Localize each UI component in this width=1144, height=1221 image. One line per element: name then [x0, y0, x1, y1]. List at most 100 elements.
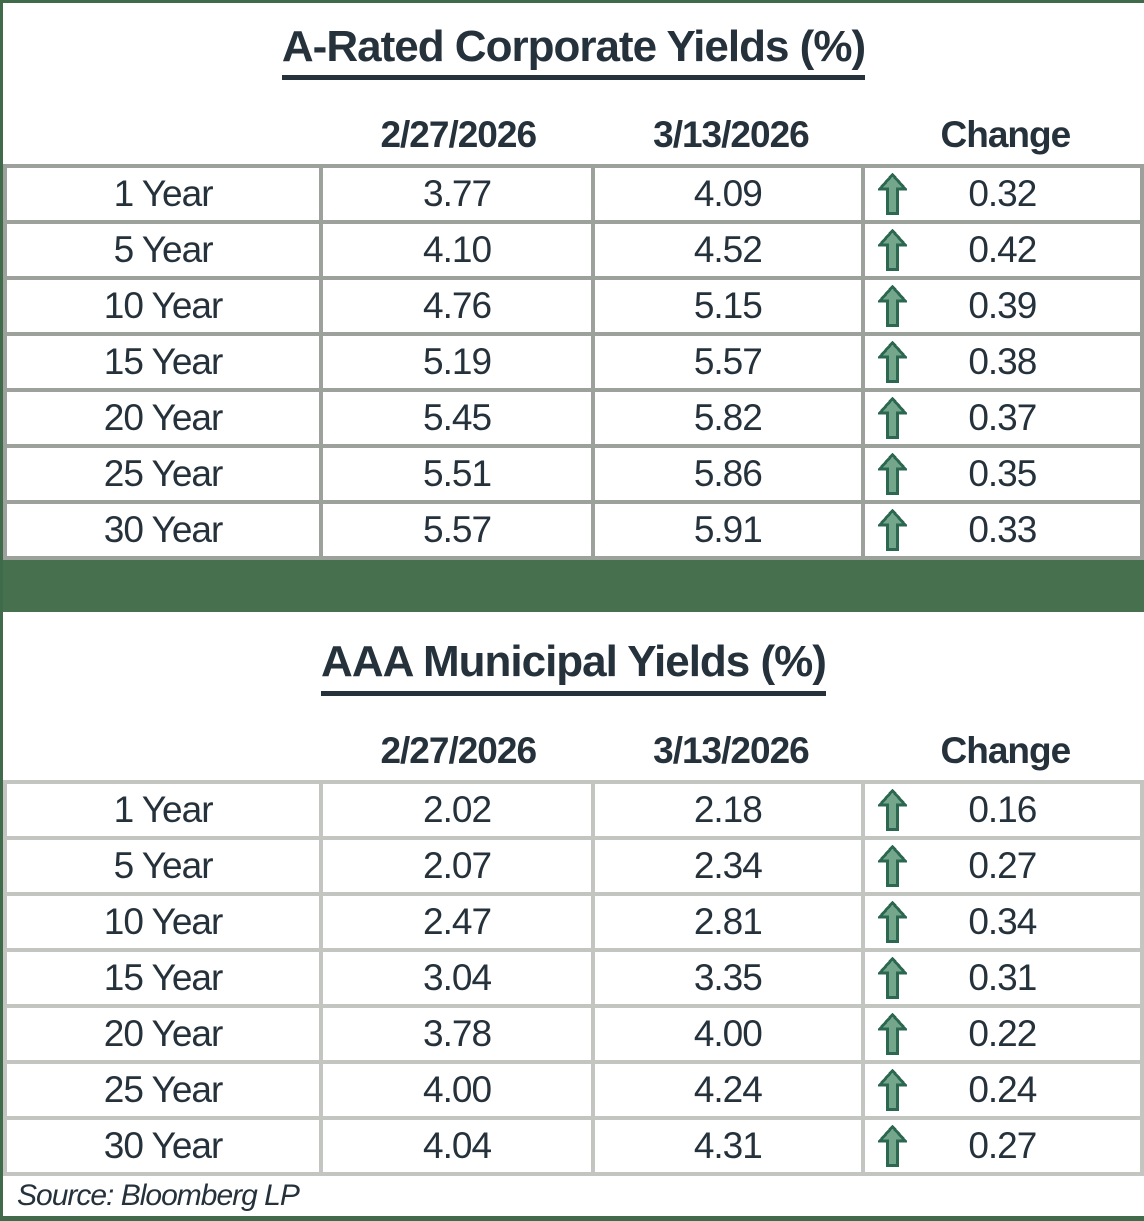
curr-yield-value: 3.35 [595, 951, 865, 1004]
change-cell: 0.27 [864, 839, 1140, 892]
up-arrow-icon [877, 173, 907, 216]
table-row: 25 Year 4.00 4.24 0.24 [7, 1059, 1140, 1116]
prev-yield-value: 4.76 [323, 280, 595, 333]
up-arrow-icon [877, 788, 907, 831]
column-header-change: Change [940, 114, 1072, 156]
change-value: 0.16 [968, 788, 1037, 830]
table-row: 30 Year 4.04 4.31 0.27 [7, 1115, 1140, 1172]
prev-yield-value: 5.19 [323, 336, 595, 389]
change-cell: 0.32 [864, 168, 1140, 221]
change-value: 0.32 [968, 173, 1037, 215]
municipal-yields-title: AAA Municipal Yields (%) [321, 638, 827, 696]
maturity-label: 25 Year [7, 1063, 324, 1116]
change-value: 0.22 [968, 1012, 1037, 1054]
table-row: 20 Year 3.78 4.00 0.22 [7, 1003, 1140, 1060]
table-row: 5 Year 2.07 2.34 0.27 [7, 835, 1140, 892]
column-header-spacer [3, 114, 321, 156]
change-cell: 0.16 [864, 783, 1140, 836]
prev-yield-value: 2.47 [323, 895, 595, 948]
prev-yield-value: 3.04 [323, 951, 595, 1004]
column-header-prev-date: 2/27/2026 [380, 729, 537, 771]
prev-yield-value: 2.02 [323, 783, 595, 836]
separator-bar [3, 560, 1144, 613]
prev-yield-value: 3.77 [323, 168, 595, 221]
change-value: 0.37 [968, 397, 1037, 439]
maturity-label: 15 Year [7, 951, 324, 1004]
up-arrow-icon [877, 956, 907, 999]
prev-yield-value: 4.10 [323, 224, 595, 277]
corporate-yields-table: 1 Year 3.77 4.09 0.32 5 Year 4.10 4.52 0.42 10 Y… [3, 164, 1144, 561]
table-row: 20 Year 5.45 5.82 0.37 [7, 388, 1140, 445]
change-value: 0.38 [968, 341, 1037, 383]
column-header-curr-date: 3/13/2026 [653, 729, 810, 771]
table-row: 5 Year 4.10 4.52 0.42 [7, 220, 1140, 277]
table-row: 15 Year 5.19 5.57 0.38 [7, 332, 1140, 389]
change-value: 0.34 [968, 900, 1037, 942]
curr-yield-value: 5.82 [595, 392, 865, 445]
prev-yield-value: 5.57 [323, 504, 595, 557]
corporate-yields-header: A-Rated Corporate Yields (%) 2/27/2026 3… [3, 3, 1144, 164]
curr-yield-value: 4.31 [595, 1119, 865, 1172]
change-value: 0.27 [968, 1124, 1037, 1166]
maturity-label: 5 Year [7, 224, 324, 277]
up-arrow-icon [877, 844, 907, 887]
change-cell: 0.38 [864, 336, 1140, 389]
change-cell: 0.31 [864, 951, 1140, 1004]
change-cell: 0.34 [864, 895, 1140, 948]
curr-yield-value: 4.00 [595, 1007, 865, 1060]
curr-yield-value: 2.81 [595, 895, 865, 948]
maturity-label: 20 Year [7, 392, 324, 445]
maturity-label: 30 Year [7, 1119, 324, 1172]
table-row: 30 Year 5.57 5.91 0.33 [7, 500, 1140, 557]
curr-yield-value: 2.34 [595, 839, 865, 892]
maturity-label: 25 Year [7, 448, 324, 501]
up-arrow-icon [877, 453, 907, 496]
curr-yield-value: 2.18 [595, 783, 865, 836]
up-arrow-icon [877, 1012, 907, 1055]
change-cell: 0.39 [864, 280, 1140, 333]
maturity-label: 1 Year [7, 783, 324, 836]
maturity-label: 20 Year [7, 1007, 324, 1060]
maturity-label: 10 Year [7, 280, 324, 333]
table-row: 10 Year 4.76 5.15 0.39 [7, 276, 1140, 333]
curr-yield-value: 4.24 [595, 1063, 865, 1116]
change-value: 0.42 [968, 229, 1037, 271]
source-row: Source: Bloomberg LP [3, 1176, 1144, 1216]
curr-yield-value: 5.57 [595, 336, 865, 389]
up-arrow-icon [877, 397, 907, 440]
change-value: 0.31 [968, 956, 1037, 998]
up-arrow-icon [877, 341, 907, 384]
prev-yield-value: 5.51 [323, 448, 595, 501]
curr-yield-value: 5.91 [595, 504, 865, 557]
change-value: 0.35 [968, 453, 1037, 495]
maturity-label: 5 Year [7, 839, 324, 892]
corporate-yields-title: A-Rated Corporate Yields (%) [281, 22, 866, 81]
table-row: 15 Year 3.04 3.35 0.31 [7, 947, 1140, 1004]
change-cell: 0.35 [864, 448, 1140, 501]
source-text: Source: Bloomberg LP [17, 1178, 300, 1212]
change-value: 0.24 [968, 1068, 1037, 1110]
corporate-column-header-row: 2/27/2026 3/13/2026 Change [3, 114, 1144, 156]
maturity-label: 30 Year [7, 504, 324, 557]
change-cell: 0.27 [864, 1119, 1140, 1172]
change-value: 0.33 [968, 509, 1037, 551]
change-value: 0.39 [968, 285, 1037, 327]
maturity-label: 1 Year [7, 168, 324, 221]
column-header-prev-date: 2/27/2026 [380, 114, 537, 156]
table-row: 1 Year 3.77 4.09 0.32 [7, 168, 1140, 221]
prev-yield-value: 3.78 [323, 1007, 595, 1060]
change-value: 0.27 [968, 844, 1037, 886]
change-cell: 0.24 [864, 1063, 1140, 1116]
up-arrow-icon [877, 285, 907, 328]
change-cell: 0.42 [864, 224, 1140, 277]
curr-yield-value: 5.15 [595, 280, 865, 333]
municipal-column-header-row: 2/27/2026 3/13/2026 Change [3, 730, 1144, 772]
curr-yield-value: 4.09 [595, 168, 865, 221]
curr-yield-value: 5.86 [595, 448, 865, 501]
prev-yield-value: 4.00 [323, 1063, 595, 1116]
up-arrow-icon [877, 509, 907, 552]
table-row: 10 Year 2.47 2.81 0.34 [7, 891, 1140, 948]
prev-yield-value: 5.45 [323, 392, 595, 445]
change-cell: 0.33 [864, 504, 1140, 557]
